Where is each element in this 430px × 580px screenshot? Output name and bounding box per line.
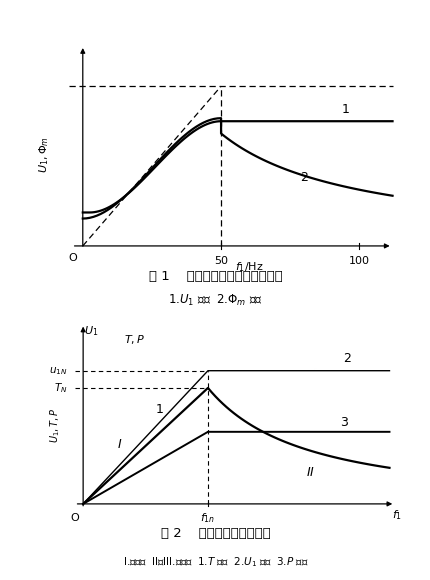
Text: $U_1, T, P$: $U_1, T, P$ xyxy=(48,408,61,443)
Text: $f_1$/Hz: $f_1$/Hz xyxy=(234,260,262,274)
Text: O: O xyxy=(68,253,77,263)
Text: $T, P$: $T, P$ xyxy=(123,333,144,346)
Text: 50: 50 xyxy=(214,256,227,266)
Text: 100: 100 xyxy=(348,256,369,266)
Text: 1.$U_1$ 曲线  2.$\Phi_m$ 曲线: 1.$U_1$ 曲线 2.$\Phi_m$ 曲线 xyxy=(168,293,262,309)
Text: 2: 2 xyxy=(342,351,350,365)
Text: 1: 1 xyxy=(155,403,163,416)
Text: $U_1, \Phi_m$: $U_1, \Phi_m$ xyxy=(37,136,51,173)
Text: 图 2    导步电动机运行区域: 图 2 导步电动机运行区域 xyxy=(160,527,270,540)
Text: $U_1$: $U_1$ xyxy=(84,325,98,339)
Text: I.恒转矩  II、III.恒功率  1.$T$ 曲线  2.$U_1$ 曲线  3.$P$ 曲线: I.恒转矩 II、III.恒功率 1.$T$ 曲线 2.$U_1$ 曲线 3.$… xyxy=(123,555,307,569)
Text: O: O xyxy=(70,513,79,523)
Text: 2: 2 xyxy=(299,171,307,184)
Text: $f_{1n}$: $f_{1n}$ xyxy=(200,511,215,525)
Text: 1: 1 xyxy=(341,103,349,115)
Text: $II$: $II$ xyxy=(305,466,314,479)
Text: 图 1    异步电动机电压、磁通特性: 图 1 异步电动机电压、磁通特性 xyxy=(148,270,282,282)
Text: $T_N$: $T_N$ xyxy=(54,381,68,395)
Text: $u_{1N}$: $u_{1N}$ xyxy=(49,365,68,376)
Text: 3: 3 xyxy=(339,416,347,429)
Text: $f_1$: $f_1$ xyxy=(391,508,402,522)
Text: $I$: $I$ xyxy=(117,438,123,451)
